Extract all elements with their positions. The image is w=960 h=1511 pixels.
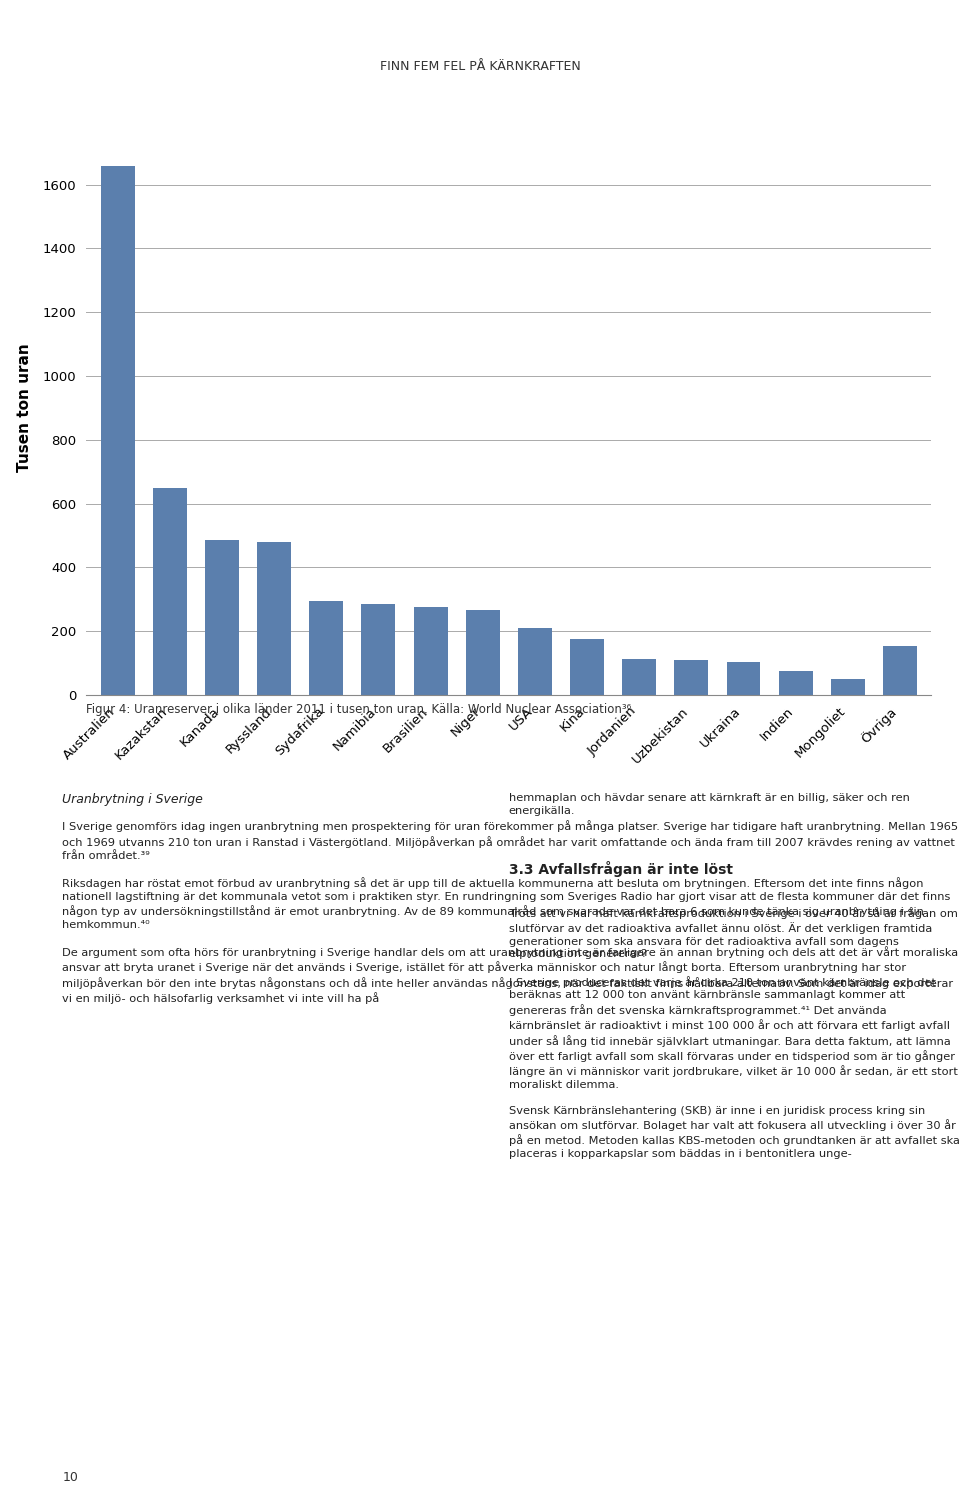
Bar [830, 680, 865, 695]
Text: Figur 4: Uranreserver i olika länder 2011 i tusen ton uran. Källa: World Nuclear: Figur 4: Uranreserver i olika länder 201… [86, 703, 632, 716]
Bar [205, 539, 239, 695]
Bar [727, 662, 760, 695]
Bar [622, 659, 656, 695]
Bar [309, 601, 344, 695]
Bar [362, 604, 396, 695]
Bar [570, 639, 604, 695]
Bar [674, 660, 708, 695]
Bar [153, 488, 187, 695]
Bar [257, 542, 291, 695]
Bar [466, 609, 499, 695]
Text: I Sverige genomförs idag ingen uranbrytning men prospektering för uran förekomme: I Sverige genomförs idag ingen uranbrytn… [62, 820, 958, 1003]
Bar [101, 166, 134, 695]
Y-axis label: Tusen ton uran: Tusen ton uran [17, 343, 32, 473]
Text: hemmaplan och hävdar senare att kärnkraft är en billig, säker och ren energikäll: hemmaplan och hävdar senare att kärnkraf… [509, 793, 910, 816]
Bar [779, 671, 812, 695]
Text: FINN FEM FEL PÅ KÄRNKRAFTEN: FINN FEM FEL PÅ KÄRNKRAFTEN [379, 60, 581, 74]
Text: 3.3 Avfallsfrågan är inte löst: 3.3 Avfallsfrågan är inte löst [509, 861, 732, 878]
Text: 10: 10 [62, 1470, 79, 1484]
Bar [414, 607, 447, 695]
Text: Uranbrytning i Sverige: Uranbrytning i Sverige [62, 793, 204, 807]
Bar [518, 629, 552, 695]
Text: Trots att vi har haft kärnkraftsproduktion i Sverige i över 40 år så är frågan o: Trots att vi har haft kärnkraftsprodukti… [509, 907, 960, 1159]
Bar [883, 645, 917, 695]
